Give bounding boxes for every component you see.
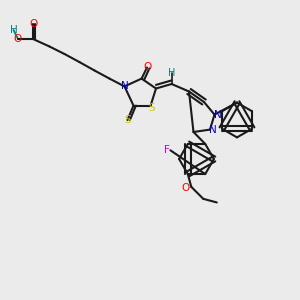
Text: O: O xyxy=(29,19,37,29)
Text: F: F xyxy=(164,145,170,155)
Text: S: S xyxy=(149,103,155,113)
Text: O: O xyxy=(143,62,151,73)
Text: N: N xyxy=(209,124,217,135)
Text: O: O xyxy=(14,34,22,44)
Text: O: O xyxy=(182,183,190,193)
Text: N: N xyxy=(121,81,128,92)
Text: H: H xyxy=(168,68,175,78)
Text: H: H xyxy=(10,25,17,35)
Text: S: S xyxy=(124,115,131,125)
Text: N: N xyxy=(214,110,221,120)
